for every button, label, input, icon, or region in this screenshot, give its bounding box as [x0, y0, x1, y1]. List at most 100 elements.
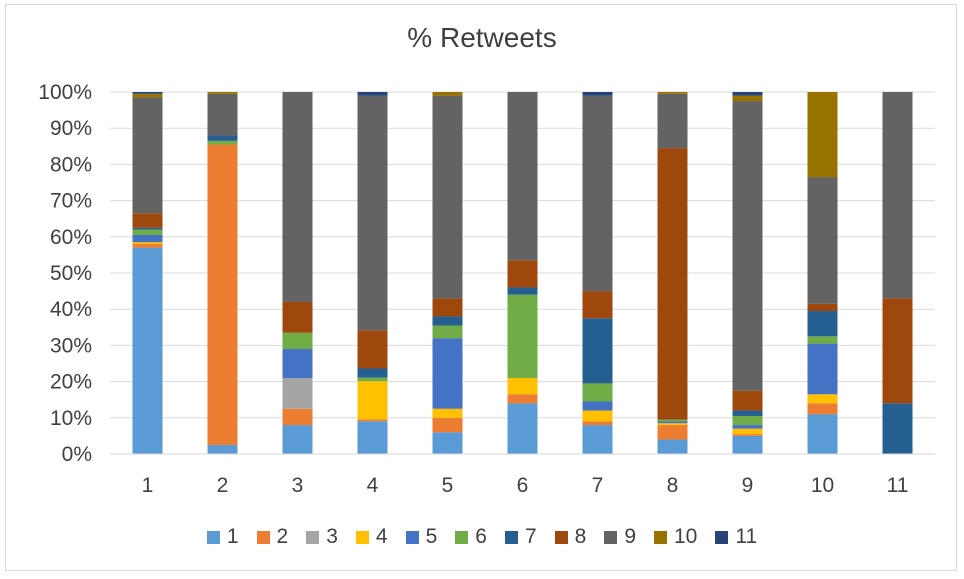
bar-segment	[582, 383, 613, 402]
bar-segment	[132, 227, 163, 230]
bar-segment	[132, 242, 163, 245]
y-tick-label: 90%	[50, 117, 92, 140]
bar-segment	[357, 419, 388, 422]
bar-segment	[432, 338, 463, 409]
legend-label: 2	[276, 525, 289, 548]
bar-segment	[732, 415, 763, 426]
bar-segment	[732, 390, 763, 411]
x-tick-label: 8	[667, 474, 679, 497]
bar-segment	[807, 303, 838, 312]
legend-swatch	[355, 530, 369, 544]
legend: 1 2 3 4 5 6 7 8 9 10 11	[0, 525, 964, 549]
bar-segment	[882, 403, 913, 454]
bar-segment	[882, 92, 913, 299]
bar-segment	[807, 414, 838, 454]
bar-segment	[282, 301, 313, 333]
legend-item: 10	[654, 525, 697, 549]
bar-segment	[132, 234, 163, 243]
bar-segment	[132, 247, 163, 454]
x-tick-label: 9	[742, 474, 754, 497]
bar-segment	[732, 425, 763, 429]
y-tick-label: 20%	[50, 371, 92, 394]
bar-segment	[132, 92, 163, 94]
legend-swatch	[715, 530, 729, 544]
legend-swatch	[206, 530, 220, 544]
bar-segment	[582, 421, 613, 426]
legend-swatch	[504, 530, 518, 544]
bar-segment	[657, 421, 688, 424]
bar-segment	[582, 425, 613, 454]
x-tick-label: 2	[217, 474, 229, 497]
legend-swatch	[405, 530, 419, 544]
legend-item: 6	[455, 525, 487, 549]
bar-segment	[507, 394, 538, 404]
bar-segment	[357, 381, 388, 420]
legend-swatch	[554, 530, 568, 544]
bar-segment	[507, 294, 538, 378]
bar-segment	[432, 325, 463, 339]
x-tick-label: 1	[142, 474, 154, 497]
legend-label: 9	[624, 525, 636, 548]
chart-frame	[5, 4, 957, 571]
bar-segment	[432, 408, 463, 418]
bar-segment	[582, 410, 613, 422]
bar-segment	[357, 95, 388, 331]
legend-label: 10	[674, 525, 698, 548]
bar-segment	[357, 368, 388, 378]
legend-item: 3	[306, 525, 338, 549]
bar-segment	[582, 291, 613, 319]
legend-label: 1	[226, 525, 239, 548]
bar-segment	[207, 140, 238, 145]
x-tick-label: 6	[517, 474, 529, 497]
legend-item: 2	[256, 525, 289, 549]
bar-segment	[657, 419, 688, 422]
bar-segment	[657, 93, 688, 149]
legend-item: 9	[604, 525, 636, 549]
bar-segment	[732, 92, 763, 96]
bar-segment	[732, 101, 763, 391]
bar-segment	[357, 92, 388, 96]
bar-segment	[207, 444, 238, 454]
x-tick-label: 11	[887, 474, 909, 497]
y-tick-label: 0%	[62, 443, 92, 466]
legend-swatch	[256, 530, 270, 544]
bar-segment	[132, 93, 163, 98]
y-tick-label: 40%	[50, 298, 92, 321]
x-tick-label: 4	[367, 474, 379, 497]
legend-label: 11	[735, 525, 758, 548]
legend-item: 1	[206, 525, 239, 549]
bar-segment	[132, 244, 163, 248]
bar-segment	[882, 298, 913, 404]
bar-segment	[282, 377, 313, 409]
bar-segment	[507, 92, 538, 261]
bar-segment	[657, 423, 688, 426]
y-tick-label: 70%	[50, 190, 92, 213]
bar-segment	[357, 330, 388, 369]
y-tick-label: 10%	[50, 407, 92, 430]
bar-segment	[807, 92, 838, 178]
legend-item: 4	[355, 525, 388, 549]
bar-segment	[807, 403, 838, 415]
legend-item: 8	[554, 525, 587, 549]
bar-segment	[432, 298, 463, 317]
bar-segment	[582, 401, 613, 411]
bar-segment	[132, 229, 163, 235]
legend-item: 11	[715, 525, 757, 549]
y-tick-label: 80%	[50, 153, 92, 176]
bar-segment	[507, 260, 538, 288]
bar-segment	[807, 336, 838, 344]
legend-label: 8	[574, 525, 587, 548]
bar-segment	[582, 318, 613, 384]
bar-segment	[432, 432, 463, 454]
bar-segment	[582, 95, 613, 292]
bar-segment	[207, 144, 238, 445]
bar-segment	[207, 135, 238, 141]
bar-segment	[732, 428, 763, 435]
bar-segment	[432, 92, 463, 96]
bar-segment	[732, 410, 763, 416]
y-tick-label: 50%	[50, 262, 92, 285]
y-tick-label: 60%	[50, 226, 92, 249]
x-tick-label: 3	[292, 474, 304, 497]
bar-segment	[657, 148, 688, 420]
